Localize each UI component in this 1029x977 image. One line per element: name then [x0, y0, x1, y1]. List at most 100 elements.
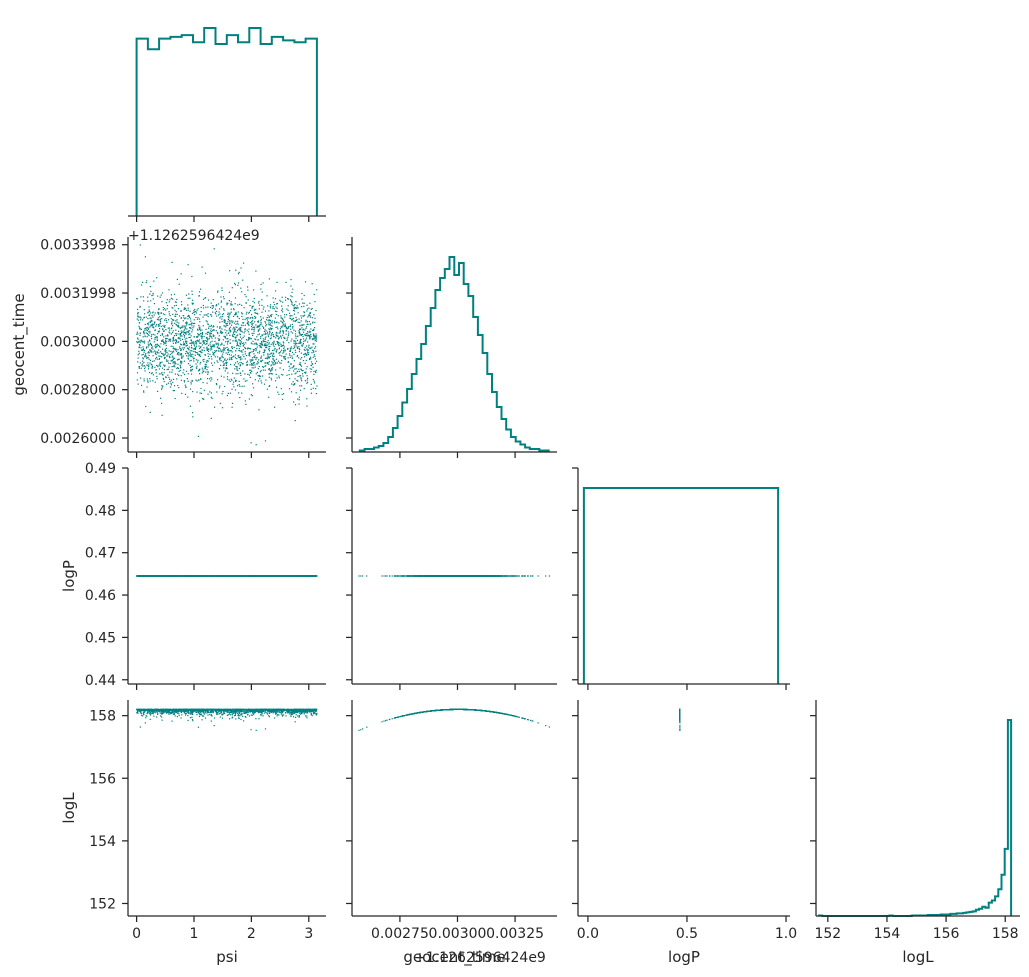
scatter-point: [177, 352, 179, 354]
scatter-point: [142, 319, 144, 321]
scatter-point: [295, 372, 297, 374]
scatter-point: [189, 310, 191, 312]
scatter-point: [193, 325, 195, 327]
scatter-point: [159, 365, 161, 367]
scatter-point: [166, 337, 168, 340]
scatter-point: [305, 327, 307, 329]
scatter-point: [302, 302, 304, 304]
scatter-point: [255, 316, 257, 318]
scatter-point: [233, 322, 235, 324]
scatter-point: [233, 377, 235, 379]
scatter-point: [173, 319, 175, 321]
scatter-point: [226, 394, 228, 397]
scatter-point: [229, 270, 231, 272]
scatter-point: [242, 345, 244, 347]
scatter-point: [258, 302, 260, 304]
scatter-point: [190, 327, 192, 330]
scatter-point: [280, 326, 282, 328]
scatter-point: [194, 348, 196, 351]
scatter-point: [256, 342, 258, 344]
scatter-point: [172, 378, 175, 380]
scatter-point: [272, 335, 275, 338]
scatter-point: [306, 323, 308, 325]
scatter-point: [226, 323, 228, 325]
scatter-point: [299, 375, 301, 377]
scatter-point: [172, 365, 175, 367]
scatter-point: [230, 320, 233, 322]
scatter-point: [239, 397, 241, 399]
scatter-point: [216, 360, 218, 362]
scatter-point: [210, 396, 212, 398]
scatter-point: [241, 358, 243, 360]
scatter-point: [306, 398, 308, 400]
scatter-point: [283, 336, 285, 338]
scatter-point: [308, 352, 310, 354]
scatter-point: [264, 321, 266, 323]
scatter-point: [270, 337, 272, 339]
scatter-point: [161, 340, 163, 342]
scatter-point: [225, 359, 227, 362]
scatter-point: [289, 317, 292, 320]
scatter-point: [235, 320, 237, 322]
scatter-point: [174, 362, 176, 365]
scatter-point: [152, 292, 154, 294]
scatter-point: [185, 342, 188, 345]
scatter-point: [237, 355, 239, 357]
scatter-point: [185, 322, 187, 324]
scatter-point: [160, 312, 162, 314]
scatter-point: [270, 369, 272, 371]
scatter-point: [183, 380, 185, 382]
scatter-point: [292, 288, 294, 290]
scatter-point: [173, 361, 175, 363]
scatter-point: [185, 386, 187, 388]
scatter-point: [294, 382, 296, 385]
scatter-point: [161, 334, 164, 336]
scatter-point: [242, 318, 244, 320]
scatter-point: [308, 335, 310, 337]
scatter-point: [172, 355, 174, 357]
scatter-point: [270, 321, 272, 323]
scatter-point: [192, 353, 194, 355]
scatter-point: [303, 302, 305, 304]
scatter-point: [252, 350, 254, 352]
scatter-point: [226, 376, 229, 378]
scatter-point: [254, 315, 256, 318]
scatter-point: [147, 311, 149, 313]
scatter-point: [224, 325, 226, 327]
scatter-point: [197, 329, 199, 331]
scatter-point: [205, 366, 207, 369]
scatter-point: [197, 361, 199, 363]
scatter-point: [250, 361, 252, 363]
scatter-point: [219, 359, 221, 361]
scatter-point: [272, 342, 274, 344]
scatter-point: [243, 342, 245, 344]
scatter-point: [249, 376, 251, 378]
scatter-point: [274, 363, 276, 365]
scatter-point: [140, 367, 142, 369]
scatter-point: [149, 317, 151, 319]
scatter-point: [231, 347, 233, 350]
scatter-point: [175, 329, 177, 331]
scatter-point: [210, 330, 212, 332]
scatter-point: [206, 348, 208, 350]
scatter-point: [139, 342, 141, 344]
scatter-point: [205, 371, 207, 373]
scatter-point: [165, 347, 167, 349]
scatter-point: [227, 302, 229, 304]
scatter-point: [252, 383, 254, 385]
scatter-point: [213, 354, 215, 356]
scatter-point: [163, 330, 165, 332]
scatter-point: [191, 302, 193, 304]
scatter-point: [191, 379, 193, 381]
scatter-point: [181, 360, 183, 363]
scatter-point: [185, 317, 187, 319]
scatter-point: [192, 416, 194, 418]
scatter-point: [228, 354, 230, 356]
scatter-point: [158, 358, 161, 360]
scatter-point: [205, 314, 207, 316]
scatter-point: [228, 314, 230, 316]
scatter-point: [206, 347, 208, 349]
scatter-point: [178, 374, 180, 377]
scatter-point: [253, 362, 255, 364]
scatter-point: [205, 365, 207, 368]
